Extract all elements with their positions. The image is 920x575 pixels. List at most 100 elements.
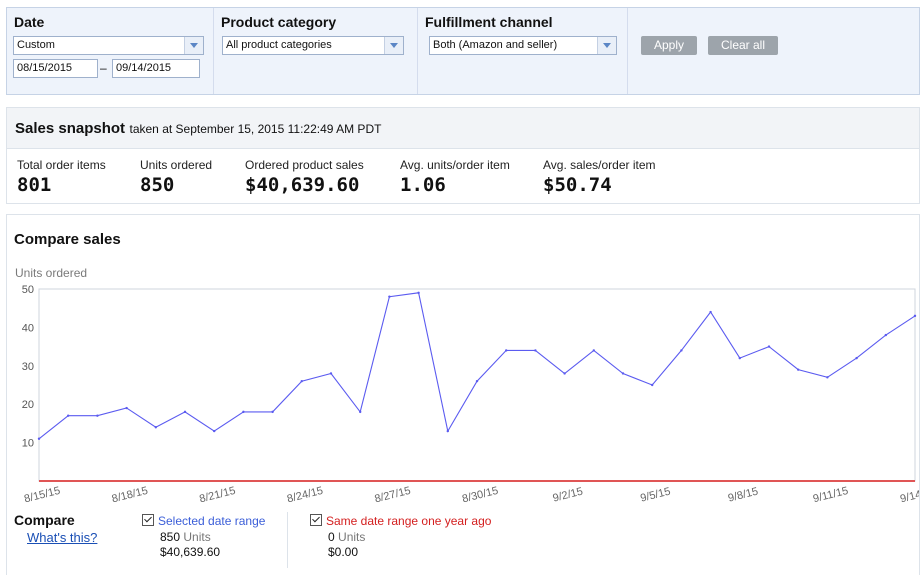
x-tick-label: 9/14/15 bbox=[899, 485, 919, 506]
compare-sales-title: Compare sales bbox=[14, 231, 121, 248]
metric-label: Avg. sales/order item bbox=[543, 158, 656, 172]
metric-ordered-product-sales: Ordered product sales $40,639.60 bbox=[245, 158, 364, 196]
previous-year-checkbox[interactable] bbox=[310, 514, 322, 526]
data-point bbox=[154, 426, 157, 429]
metric-value: 850 bbox=[140, 174, 175, 196]
x-tick-label: 8/24/15 bbox=[286, 485, 325, 506]
data-point bbox=[621, 372, 625, 375]
data-point bbox=[242, 410, 245, 414]
sales-snapshot-timestamp: taken at September 15, 2015 11:22:49 AM … bbox=[129, 122, 382, 136]
selected-range-checkbox[interactable] bbox=[142, 514, 154, 526]
channel-select-value: Both (Amazon and seller) bbox=[433, 39, 558, 51]
metric-label: Ordered product sales bbox=[245, 158, 364, 172]
y-axis-title: Units ordered bbox=[15, 266, 87, 280]
previous-year-units: 0 bbox=[328, 530, 335, 544]
data-point bbox=[534, 349, 537, 352]
data-point bbox=[680, 349, 683, 352]
chevron-down-icon[interactable] bbox=[384, 37, 403, 54]
date-separator: – bbox=[100, 61, 107, 75]
y-tick-label: 40 bbox=[22, 322, 34, 334]
selected-range-label: Selected date range bbox=[158, 514, 266, 528]
metric-label: Avg. units/order item bbox=[400, 158, 510, 172]
selected-range-units-label: Units bbox=[183, 530, 211, 544]
y-tick-label: 30 bbox=[22, 361, 34, 373]
sales-snapshot-panel: Sales snapshot taken at September 15, 20… bbox=[6, 107, 920, 204]
clear-all-button[interactable]: Clear all bbox=[708, 36, 778, 55]
whats-this-link[interactable]: What's this? bbox=[27, 530, 98, 545]
data-point bbox=[417, 291, 420, 295]
data-point bbox=[913, 314, 917, 318]
data-point bbox=[592, 349, 595, 352]
previous-year-units-label: Units bbox=[338, 530, 366, 544]
data-point bbox=[300, 379, 303, 383]
end-date-input[interactable]: 09/14/2015 bbox=[112, 59, 200, 78]
units-ordered-chart: Units ordered 10 20 30 40 50 8/15/15 8/18/15 8/2… bbox=[15, 266, 919, 506]
data-point bbox=[96, 414, 99, 417]
channel-filter: Fulfillment channel Both (Amazon and sel… bbox=[418, 8, 628, 94]
data-point bbox=[125, 406, 128, 410]
metric-value: $50.74 bbox=[543, 174, 612, 196]
metric-label: Total order items bbox=[17, 158, 106, 172]
y-tick-label: 50 bbox=[22, 284, 34, 296]
x-tick-label: 8/21/15 bbox=[198, 485, 237, 506]
chevron-down-icon[interactable] bbox=[184, 37, 203, 54]
data-point bbox=[359, 410, 362, 414]
filter-bar: Date Custom 08/15/2015 – 09/14/2015 Prod… bbox=[6, 7, 920, 95]
metric-value: 1.06 bbox=[400, 174, 446, 196]
metric-avg-units-per-order-item: Avg. units/order item 1.06 bbox=[400, 158, 510, 196]
date-range-select[interactable]: Custom bbox=[13, 36, 204, 55]
previous-year-label: Same date range one year ago bbox=[326, 514, 492, 528]
data-point bbox=[271, 410, 274, 414]
x-tick-label: 8/18/15 bbox=[111, 485, 150, 506]
compare-legend-title: Compare bbox=[14, 512, 75, 528]
selected-range-sales: $40,639.60 bbox=[160, 545, 221, 559]
data-point bbox=[329, 372, 333, 375]
selected-range-units: 850 bbox=[160, 530, 181, 544]
data-point bbox=[37, 437, 41, 440]
date-filter: Date Custom 08/15/2015 – 09/14/2015 bbox=[7, 8, 214, 94]
category-filter: Product category All product categories bbox=[214, 8, 418, 94]
x-tick-label: 8/27/15 bbox=[373, 485, 412, 506]
legend-selected-range: Selected date range 850 Units $40,639.60 bbox=[142, 512, 289, 568]
data-point bbox=[446, 429, 449, 433]
data-point bbox=[709, 310, 712, 314]
metric-total-order-items: Total order items 801 bbox=[17, 158, 106, 196]
data-point bbox=[475, 379, 479, 383]
data-point bbox=[738, 356, 741, 360]
data-point bbox=[67, 414, 70, 417]
data-point bbox=[563, 372, 566, 375]
start-date-input[interactable]: 08/15/2015 bbox=[13, 59, 98, 78]
x-tick-label: 8/15/15 bbox=[23, 485, 62, 506]
data-point bbox=[826, 376, 829, 379]
y-tick-label: 20 bbox=[22, 399, 34, 411]
channel-select[interactable]: Both (Amazon and seller) bbox=[429, 36, 617, 55]
metric-value: $40,639.60 bbox=[245, 174, 360, 196]
plot-area bbox=[38, 288, 916, 482]
previous-year-sales: $0.00 bbox=[328, 545, 359, 559]
metric-units-ordered: Units ordered 850 bbox=[140, 158, 212, 196]
legend-previous-year: Same date range one year ago 0 Units $0.… bbox=[310, 512, 491, 560]
data-point bbox=[767, 345, 771, 348]
x-tick-label: 9/2/15 bbox=[552, 486, 585, 505]
data-point bbox=[183, 410, 187, 414]
chevron-down-icon[interactable] bbox=[597, 37, 616, 54]
x-tick-label: 9/11/15 bbox=[812, 485, 850, 505]
apply-button[interactable]: Apply bbox=[641, 36, 697, 55]
metric-avg-sales-per-order-item: Avg. sales/order item $50.74 bbox=[543, 158, 656, 196]
x-tick-label: 9/8/15 bbox=[727, 486, 760, 505]
data-point bbox=[884, 333, 887, 337]
data-point bbox=[797, 368, 800, 371]
category-filter-label: Product category bbox=[221, 14, 337, 30]
compare-sales-panel: Compare sales Units ordered 10 20 30 40 50 8/1… bbox=[6, 214, 920, 575]
date-range-select-value: Custom bbox=[17, 39, 55, 51]
sales-snapshot-title: Sales snapshot bbox=[15, 120, 126, 137]
data-point bbox=[505, 349, 508, 352]
category-select[interactable]: All product categories bbox=[222, 36, 404, 55]
data-point bbox=[651, 383, 654, 387]
date-filter-label: Date bbox=[14, 14, 45, 30]
channel-filter-label: Fulfillment channel bbox=[425, 14, 553, 30]
compare-legend: Compare What's this? bbox=[14, 512, 97, 545]
data-point bbox=[213, 429, 216, 433]
y-tick-label: 10 bbox=[22, 438, 34, 450]
sales-snapshot-header: Sales snapshot taken at September 15, 20… bbox=[7, 108, 919, 149]
